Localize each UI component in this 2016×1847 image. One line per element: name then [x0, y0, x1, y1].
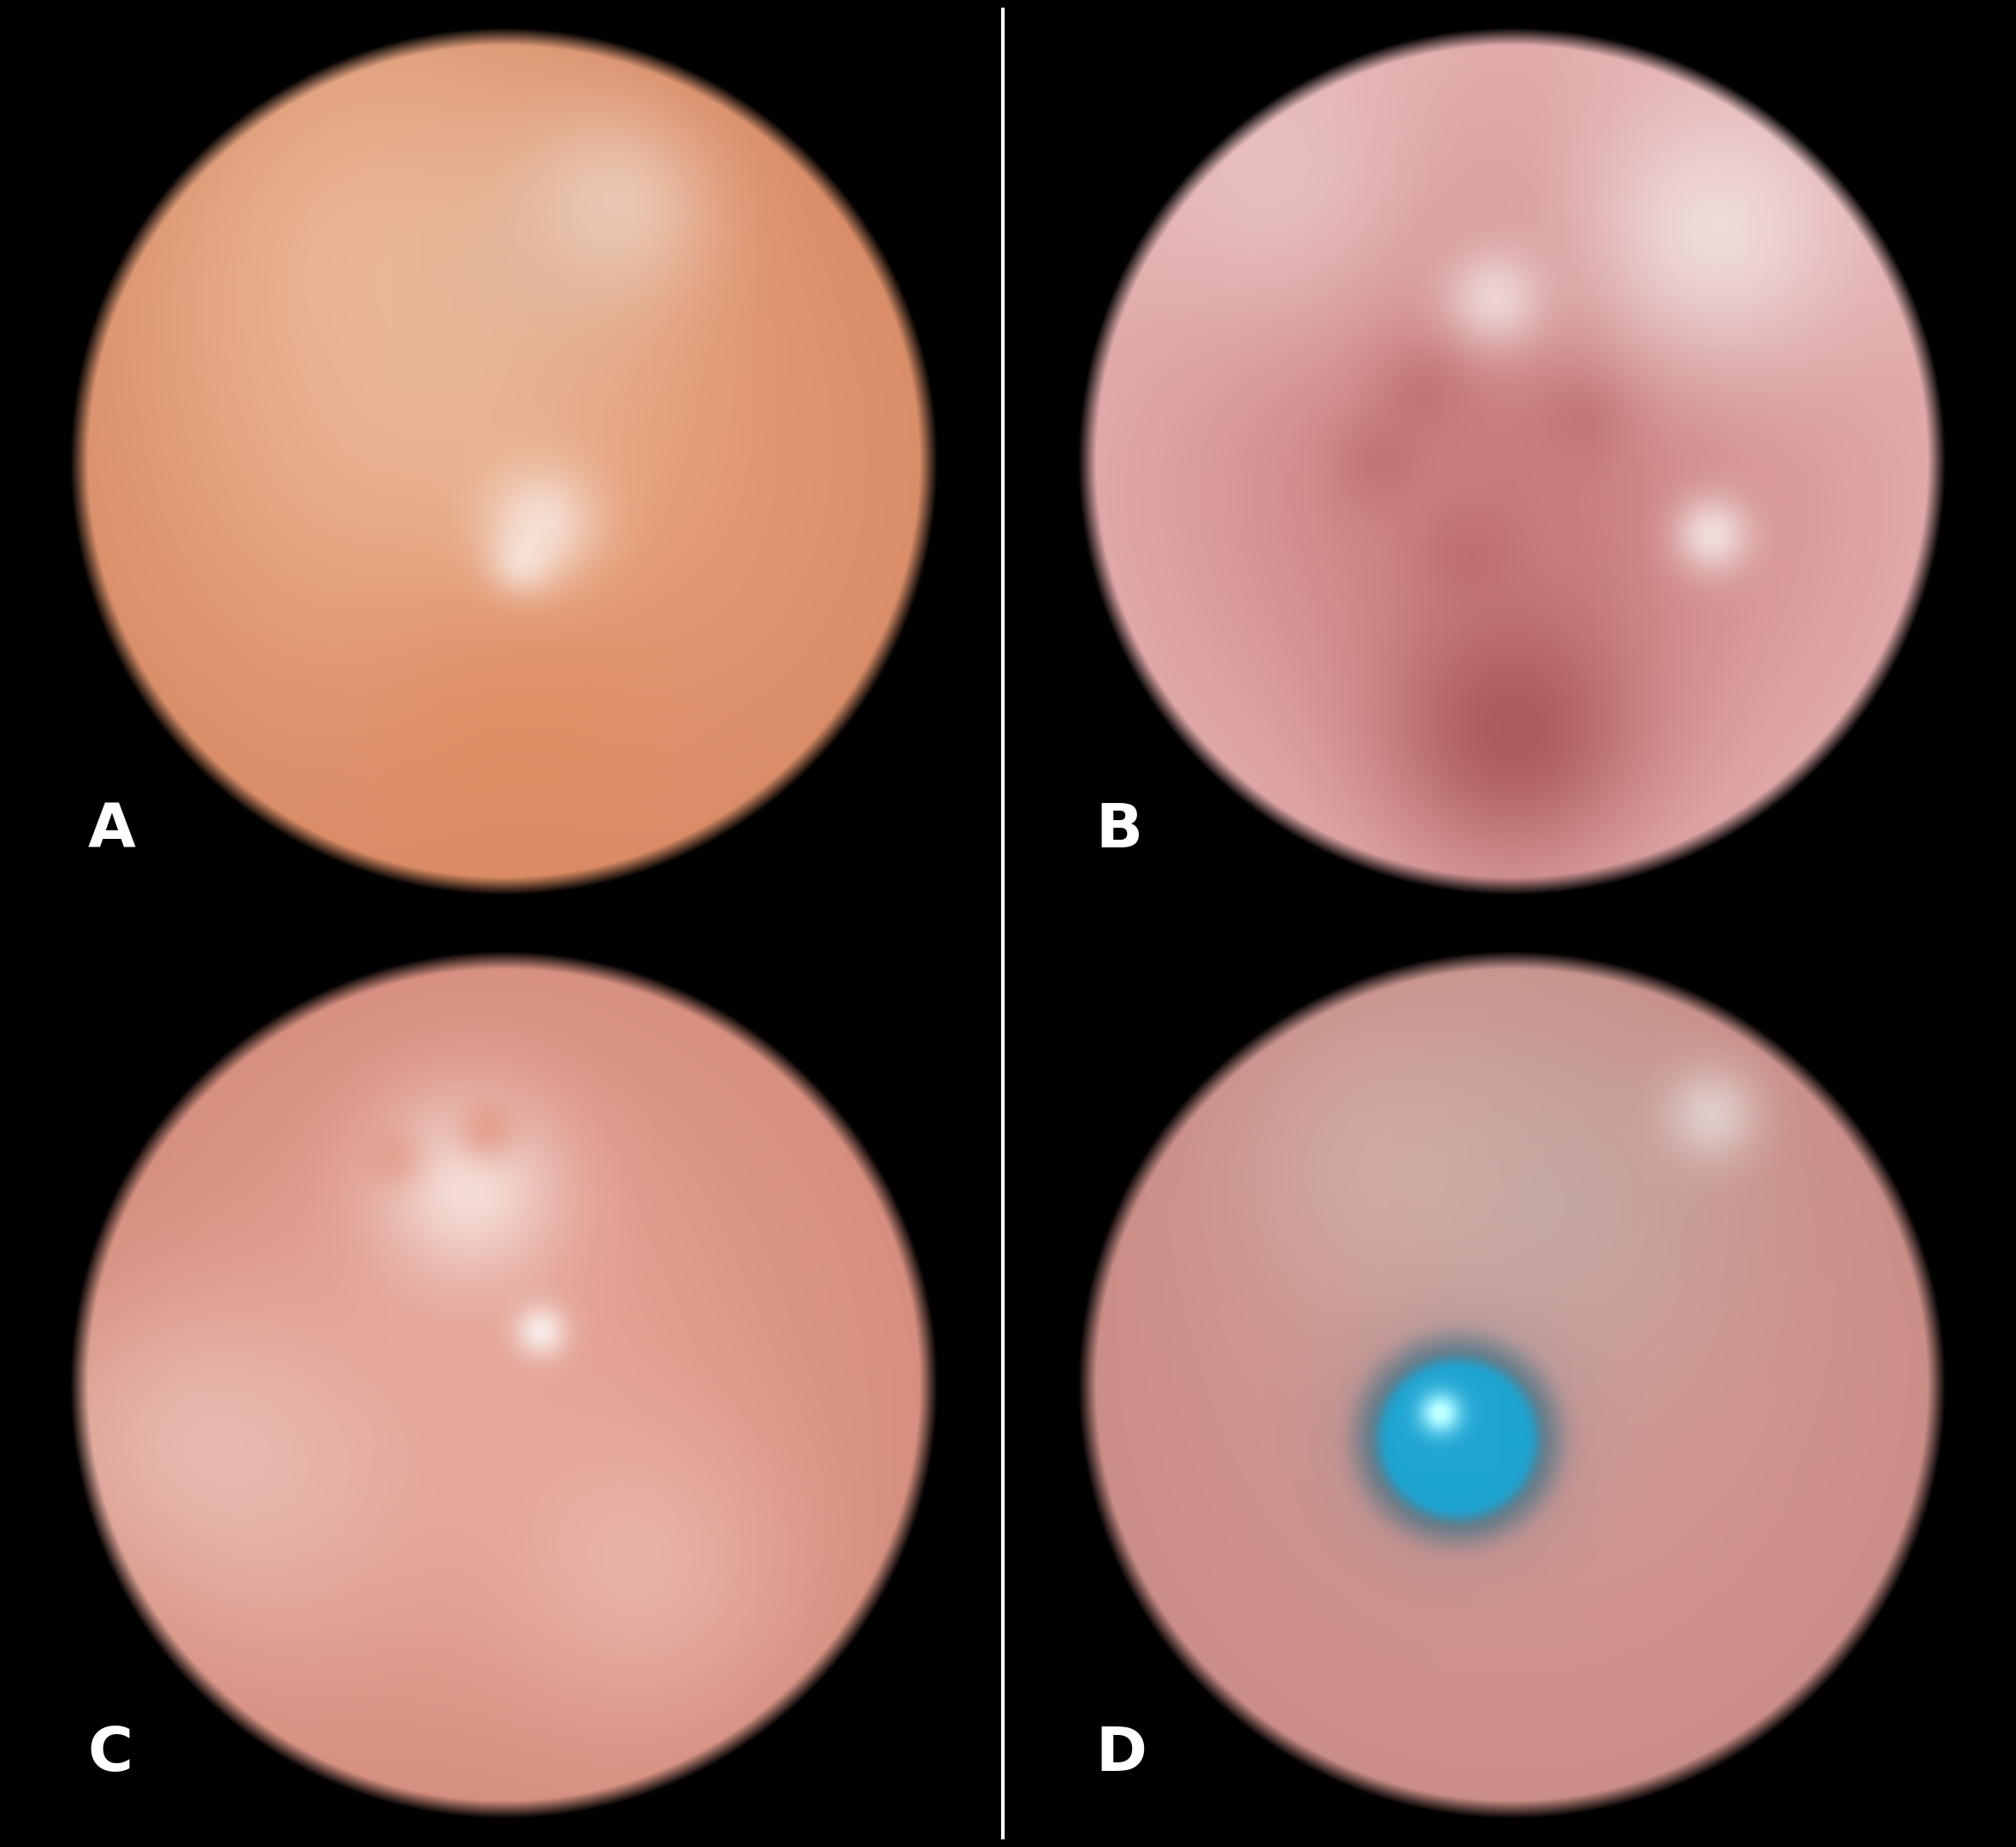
Text: B: B — [1097, 802, 1143, 861]
Text: A: A — [89, 802, 135, 861]
Text: D: D — [1097, 1725, 1147, 1784]
Text: C: C — [89, 1725, 133, 1784]
